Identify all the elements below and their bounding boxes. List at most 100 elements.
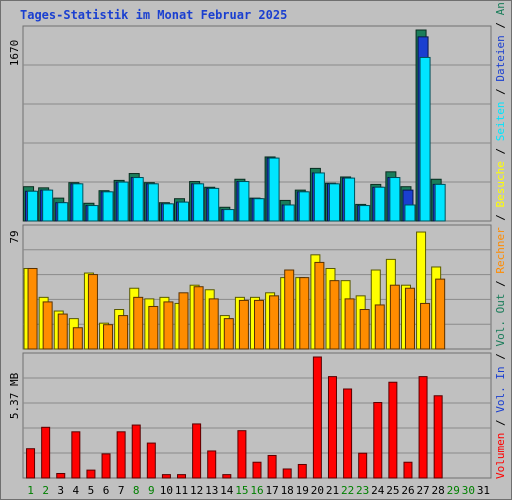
bar-volumen-6 (101, 453, 111, 479)
x-tick-label: 12 (190, 484, 203, 497)
x-tick-label: 22 (341, 484, 354, 497)
panel-middle: 79 (8, 224, 492, 350)
bar-volumen-12 (192, 423, 202, 479)
bar-rechner-21 (329, 280, 340, 350)
bar-seiten-13 (208, 187, 220, 222)
legend-separator: / (494, 413, 507, 433)
x-tick-label: 20 (311, 484, 324, 497)
panel-top: 1670 (8, 25, 492, 222)
x-tick-label: 17 (265, 484, 278, 497)
bar-rechner-10 (163, 301, 174, 350)
bar-rechner-14 (223, 318, 234, 350)
bar-rechner-12 (193, 286, 204, 350)
x-tick-label: 24 (371, 484, 385, 497)
bar-volumen-14 (222, 474, 232, 479)
bar-seiten-3 (57, 202, 69, 222)
bar-volumen-5 (86, 469, 96, 479)
bar-seiten-8 (132, 177, 144, 222)
legend-item-besuche: Besuche (494, 161, 507, 207)
bar-volumen-21 (327, 376, 337, 479)
x-tick-label: 30 (462, 484, 475, 497)
bar-rechner-28 (435, 278, 446, 350)
bar-seiten-17 (268, 157, 280, 222)
bar-volumen-25 (388, 381, 398, 479)
bar-seiten-28 (434, 183, 446, 222)
bar-rechner-20 (314, 261, 325, 350)
bar-volumen-15 (237, 430, 247, 479)
bar-volumen-2 (41, 426, 51, 479)
bar-volumen-26 (403, 461, 413, 479)
bar-volumen-8 (131, 424, 141, 479)
x-tick-label: 10 (160, 484, 173, 497)
right-legend: Volumen / Vol. In / Vol. Out / Rechner /… (494, 1, 507, 479)
bar-seiten-19 (298, 191, 310, 222)
bar-rechner-11 (178, 292, 189, 350)
bar-rechner-13 (208, 298, 219, 350)
x-tick-label: 21 (326, 484, 339, 497)
bar-volumen-20 (312, 356, 322, 479)
bar-rechner-27 (420, 302, 431, 350)
x-tick-label: 15 (235, 484, 248, 497)
legend-item-seiten: Seiten (494, 101, 507, 141)
x-tick-label: 14 (220, 484, 234, 497)
bar-rechner-19 (299, 277, 310, 350)
legend-separator: / (494, 207, 507, 227)
legend-separator: / (494, 347, 507, 367)
bar-rechner-4 (72, 327, 83, 350)
bar-rechner-3 (57, 313, 68, 350)
bar-seiten-23 (359, 205, 371, 222)
bar-seiten-1 (27, 190, 39, 222)
bar-volumen-24 (373, 402, 383, 479)
legend-separator: / (494, 274, 507, 294)
bar-seiten-16 (253, 198, 265, 222)
x-tick-label: 29 (447, 484, 460, 497)
bar-volumen-16 (252, 461, 262, 479)
bar-seiten-18 (283, 204, 295, 222)
x-tick-label: 25 (386, 484, 399, 497)
bar-volumen-22 (343, 388, 353, 479)
x-tick-label: 7 (118, 484, 125, 497)
legend-item-dateien: Dateien (494, 35, 507, 81)
x-tick-label: 1 (27, 484, 34, 497)
x-tick-label: 5 (88, 484, 95, 497)
bar-volumen-27 (418, 376, 428, 479)
bar-rechner-6 (103, 324, 114, 350)
bar-volumen-9 (146, 442, 156, 479)
bar-seiten-5 (87, 205, 99, 222)
x-tick-label: 4 (73, 484, 80, 497)
legend-item-anfragen: Anfragen (494, 1, 507, 15)
bar-rechner-2 (42, 301, 53, 350)
bar-rechner-16 (254, 299, 264, 350)
x-tick-label: 19 (296, 484, 309, 497)
bar-seiten-4 (72, 183, 84, 222)
x-tick-label: 8 (133, 484, 140, 497)
x-tick-label: 11 (175, 484, 188, 497)
bar-volumen-11 (177, 474, 187, 479)
bar-volumen-19 (297, 463, 307, 479)
x-tick-label: 3 (57, 484, 64, 497)
bar-rechner-15 (238, 299, 249, 350)
legend-item-vol-out: Vol. Out (494, 294, 507, 347)
bar-volumen-13 (207, 450, 217, 479)
bar-rechner-25 (389, 284, 400, 350)
bar-seiten-24 (374, 186, 386, 222)
x-tick-label: 31 (477, 484, 490, 497)
bar-seiten-7 (117, 181, 129, 222)
bar-volumen-23 (358, 452, 368, 479)
bar-seiten-10 (162, 203, 174, 222)
bar-volumen-18 (282, 468, 292, 479)
bar-rechner-26 (404, 287, 415, 350)
bar-seiten-11 (178, 201, 190, 222)
bar-rechner-7 (118, 315, 129, 350)
bar-volumen-7 (116, 431, 126, 479)
bar-rechner-5 (87, 274, 98, 350)
bar-seiten-6 (102, 191, 114, 222)
bar-volumen-10 (161, 474, 171, 479)
bar-volumen-3 (56, 472, 66, 479)
bar-rechner-23 (359, 309, 370, 350)
bar-rechner-1 (27, 267, 38, 350)
bar-rechner-8 (133, 296, 144, 350)
bar-rechner-9 (148, 305, 159, 350)
